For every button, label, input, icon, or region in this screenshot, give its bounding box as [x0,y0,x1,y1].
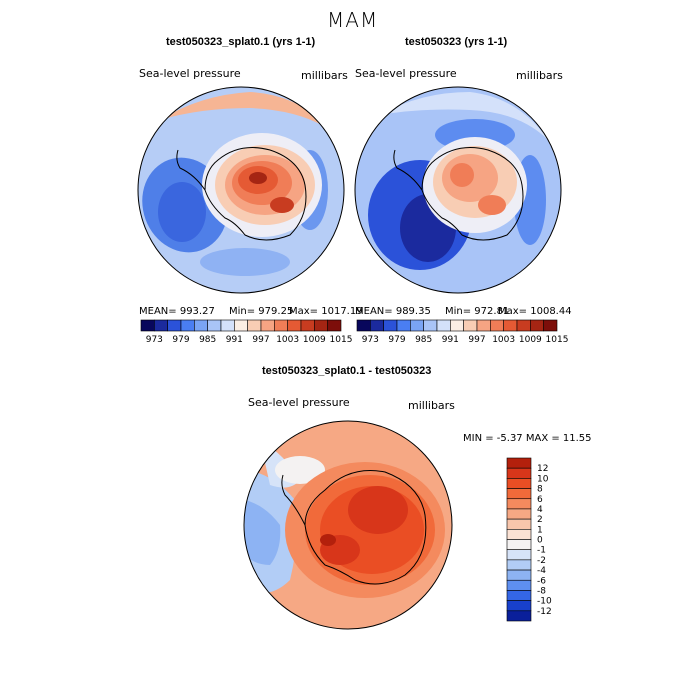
panel3-colorbar-box [506,488,532,500]
panel2-mean: MEAN= 989.35 [355,306,431,317]
panel3-colorbar-tick: 8 [537,485,543,495]
panel1-colorbar-tick: 1015 [330,335,353,345]
panel3-colorbar-box [506,498,532,510]
panel1-high-6 [249,172,267,184]
panel3-minmax: MIN = -5.37 MAX = 11.55 [463,433,592,444]
panel3-pos-6 [320,534,336,546]
panel1-coastline [204,147,307,241]
season-title: MAM [327,8,379,32]
panel3-map-border [243,420,453,630]
panel1-colorbar-tick: 991 [226,335,243,345]
panel1-peninsula [176,149,206,191]
panel2-high-3 [450,163,474,187]
panel2-colorbar-tick: 997 [468,335,485,345]
panel3-zero-ring [275,456,325,484]
panel3-colorbar-box [506,569,532,581]
panel3-colorbar-box [506,610,532,622]
panel3-colorbar-box [506,467,532,479]
panel1-max: Max= 1017.19 [289,306,363,317]
panel2-colorbar-tick: 991 [442,335,459,345]
panel3-colorbar-box [506,478,532,489]
panel1-min: Min= 979.25 [229,306,294,317]
panel2-ring-light [380,92,548,140]
panel1-colorbar-tick: 1009 [303,335,326,345]
panel2-high-4 [478,195,506,215]
panel3-colorbar-tick: 1 [537,525,543,535]
panel1-map-border [137,86,345,294]
panel3-colorbar-box [506,539,532,550]
panel3-colorbar-box [506,590,532,601]
panel3-colorbar-tick: -2 [537,556,546,566]
panel3-colorbar-tick: 6 [537,495,543,505]
panel1-title: test050323_splat0.1 (yrs 1-1) [166,36,316,48]
panel3-colorbar-box [506,508,532,520]
panel1-colorbar-tick: 997 [252,335,269,345]
panel2-min: Min= 972.81 [445,306,510,317]
panel1-high-5 [270,197,294,213]
panel3-colorbar-tick: -4 [537,566,546,576]
panel2-max: Max= 1008.44 [498,306,572,317]
panel1-variable-label: Sea-level pressure [139,67,241,80]
panel3-colorbar-box [506,518,532,530]
panel3-neg-west-core [245,500,281,565]
panel2-coastline [421,147,524,241]
panel3-title: test050323_splat0.1 - test050323 [262,365,432,377]
panel3-colorbar-box [506,559,532,571]
panel2-title: test050323 (yrs 1-1) [405,36,508,48]
panel3-colorbar-tick: 0 [537,536,543,546]
panel3-colorbar-tick: -10 [537,597,552,607]
panel1-colorbar-tick: 1003 [276,335,299,345]
panel2-colorbar-tick: 1003 [492,335,515,345]
panel3-coastline [304,469,427,585]
panel3-peninsula [281,474,306,526]
panel2-colorbar-tick: 1015 [546,335,569,345]
panel2-colorbar-tick: 973 [362,335,379,345]
panel3-variable-label: Sea-level pressure [248,396,350,409]
panel1-ring-orange [160,92,330,130]
panel3-colorbar-tick: -12 [537,607,552,617]
panel3-units-label: millibars [408,399,455,412]
panel3-colorbar-box [506,529,532,540]
panel2-map-border [354,86,562,294]
panel3-pos-4 [348,486,408,534]
panel2-units-label: millibars [516,69,563,82]
panel3-colorbar-box [506,457,532,469]
panel1-low-south [200,248,290,276]
panel2-colorbar-box [543,319,558,332]
panel3-colorbar-box [506,600,532,612]
panel3-colorbar-tick: 2 [537,515,543,525]
panel3-colorbar-tick: -8 [537,586,546,596]
panel2-peninsula [393,149,423,191]
panel2-variable-label: Sea-level pressure [355,67,457,80]
panel3-colorbar-tick: 10 [537,474,549,484]
panel1-colorbar-tick: 973 [146,335,163,345]
panel1-colorbar-box [327,319,342,332]
panel3-colorbar-tick: -6 [537,576,546,586]
panel1-colorbar-tick: 985 [199,335,216,345]
panel2-colorbar-tick: 985 [415,335,432,345]
panel1-colorbar-tick: 979 [172,335,189,345]
panel1-low-west-core [158,182,206,242]
panel1-mean: MEAN= 993.27 [139,306,215,317]
panel3-colorbar-box [506,579,532,591]
panel2-colorbar-tick: 979 [388,335,405,345]
panel3-colorbar-tick: 12 [537,464,548,474]
panel3-colorbar-tick: 4 [537,505,543,515]
panel3-colorbar-box [506,549,532,561]
panel2-colorbar-tick: 1009 [519,335,542,345]
panel3-colorbar-tick: -1 [537,546,546,556]
panel1-units-label: millibars [301,69,348,82]
